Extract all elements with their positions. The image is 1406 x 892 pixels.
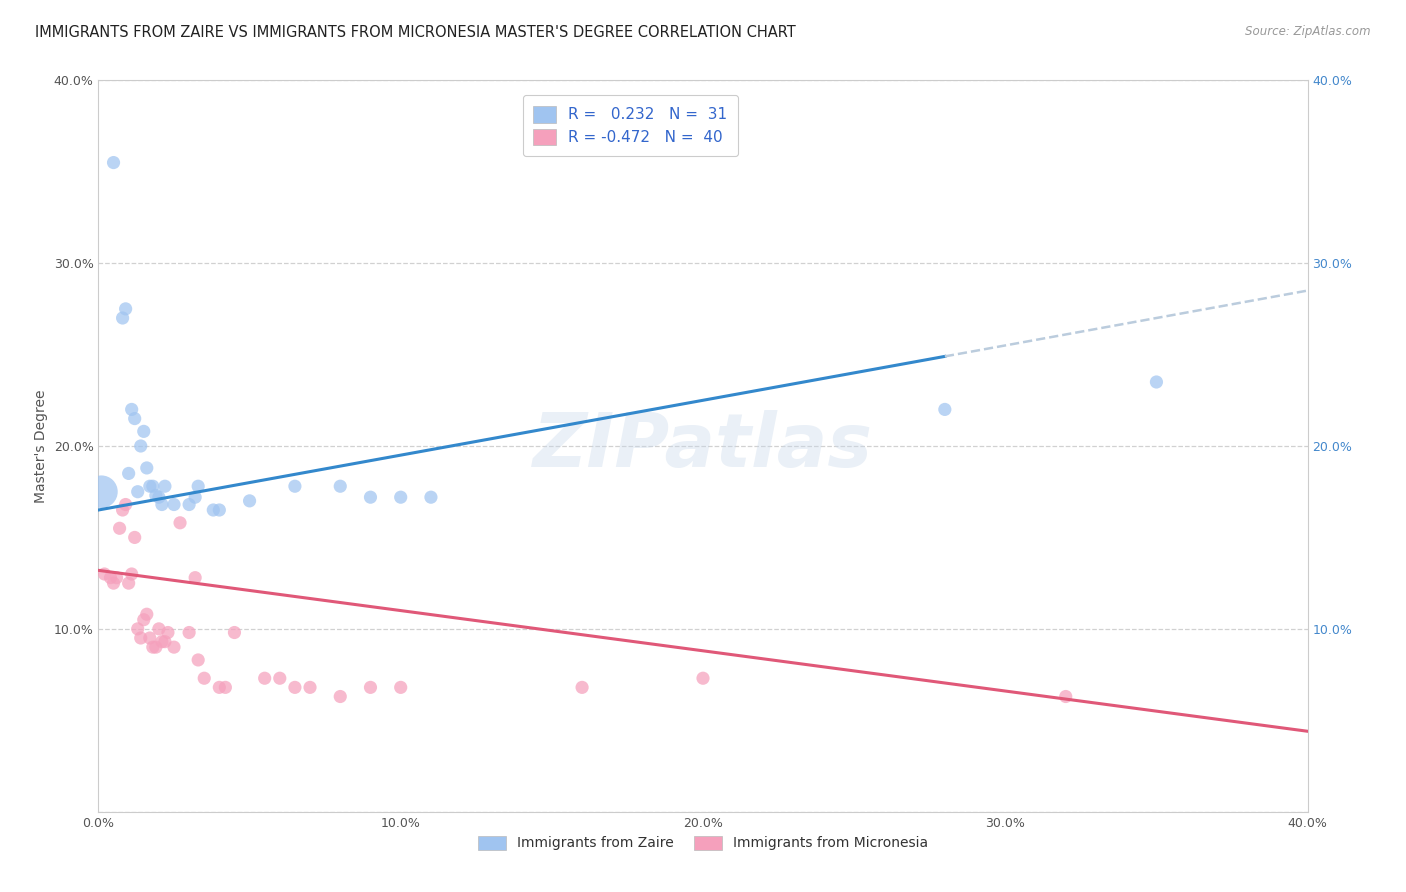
Legend: Immigrants from Zaire, Immigrants from Micronesia: Immigrants from Zaire, Immigrants from M… (472, 830, 934, 856)
Point (105, 571, 128, 585)
Point (145, 488, 167, 502)
Point (100, 571, 122, 585)
Point (90, 484, 112, 499)
Point (934, 402, 956, 417)
Point (153, 634, 176, 648)
Point (93, 567, 115, 582)
Point (118, 467, 141, 481)
Point (118, 576, 141, 591)
Point (692, 671, 714, 685)
Point (571, 681, 593, 695)
Point (156, 625, 179, 640)
Point (121, 402, 143, 417)
Point (284, 479, 307, 493)
Text: ZIPatlas: ZIPatlas (533, 409, 873, 483)
Point (360, 490, 382, 504)
Point (127, 484, 149, 499)
Point (124, 530, 146, 544)
Point (114, 498, 136, 512)
Point (135, 461, 157, 475)
Point (139, 631, 162, 645)
Point (163, 640, 186, 655)
Point (129, 631, 152, 645)
Point (179, 625, 201, 640)
Point (142, 640, 165, 655)
Point (150, 498, 173, 512)
Point (135, 607, 157, 622)
Point (284, 681, 307, 695)
Point (114, 301, 136, 316)
Point (184, 490, 207, 504)
Text: IMMIGRANTS FROM ZAIRE VS IMMIGRANTS FROM MICRONESIA MASTER'S DEGREE CORRELATION : IMMIGRANTS FROM ZAIRE VS IMMIGRANTS FROM… (35, 25, 796, 40)
Point (208, 503, 231, 517)
Point (1144, 375, 1167, 389)
Point (163, 498, 186, 512)
Point (184, 571, 207, 585)
Point (129, 439, 152, 453)
Y-axis label: Master's Degree: Master's Degree (34, 389, 48, 503)
Point (124, 411, 146, 425)
Point (389, 681, 412, 695)
Point (187, 653, 209, 667)
Point (121, 567, 143, 582)
Point (150, 634, 173, 648)
Point (269, 671, 291, 685)
Point (420, 490, 443, 504)
Point (148, 622, 170, 636)
Point (132, 425, 155, 439)
Point (169, 516, 191, 530)
Point (329, 690, 352, 704)
Point (145, 640, 167, 655)
Point (142, 479, 165, 493)
Point (329, 479, 352, 493)
Point (224, 625, 246, 640)
Point (139, 479, 162, 493)
Point (360, 681, 382, 695)
Point (111, 310, 134, 325)
Point (187, 479, 209, 493)
Point (148, 490, 170, 504)
Point (253, 671, 276, 685)
Point (132, 613, 155, 627)
Point (208, 681, 231, 695)
Point (153, 479, 176, 493)
Point (299, 681, 322, 695)
Point (127, 622, 149, 636)
Text: Source: ZipAtlas.com: Source: ZipAtlas.com (1246, 25, 1371, 38)
Point (193, 671, 215, 685)
Point (239, 494, 262, 508)
Point (1054, 690, 1077, 704)
Point (103, 155, 125, 169)
Point (389, 490, 412, 504)
Point (108, 521, 131, 535)
Point (179, 498, 201, 512)
Point (202, 503, 225, 517)
Point (214, 681, 236, 695)
Point (111, 503, 134, 517)
Point (103, 576, 125, 591)
